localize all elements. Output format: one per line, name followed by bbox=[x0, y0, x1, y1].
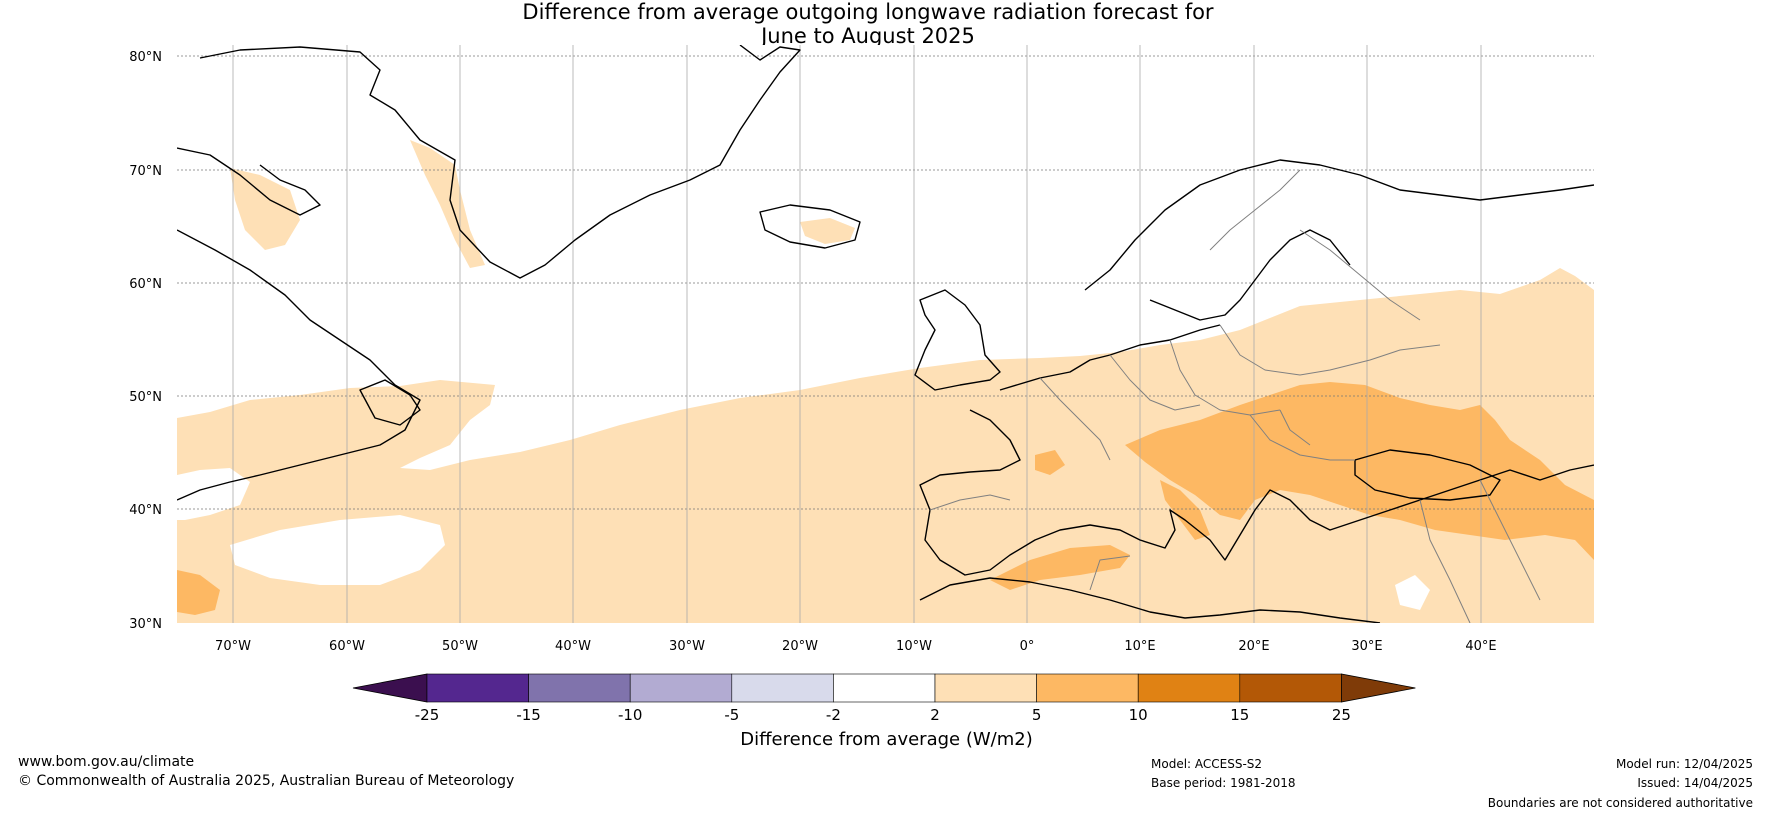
lon-label-10w: 10°W bbox=[896, 639, 932, 654]
lat-label-50n: 50°N bbox=[129, 390, 162, 405]
colorbar-extend-high bbox=[1341, 673, 1416, 703]
lon-label-40w: 40°W bbox=[555, 639, 591, 654]
lat-label-60n: 60°N bbox=[129, 277, 162, 292]
colorbar-tick-label: 25 bbox=[1332, 706, 1351, 724]
lon-label-10e: 10°E bbox=[1124, 639, 1155, 654]
colorbar-tick-label: -15 bbox=[516, 706, 541, 724]
lon-label-50w: 50°W bbox=[442, 639, 478, 654]
map-title: Difference from average outgoing longwav… bbox=[0, 0, 1770, 48]
coastline-black-sea bbox=[1354, 449, 1501, 501]
colorbar-box bbox=[1036, 673, 1139, 703]
lat-label-70n: 70°N bbox=[129, 164, 162, 179]
coastline-greenland bbox=[199, 45, 801, 279]
colorbar-tick-label: 10 bbox=[1129, 706, 1148, 724]
colorbar: -25 -15 -10 -5 -2 2 5 10 15 25 bbox=[352, 673, 1416, 724]
colorbar-box bbox=[1239, 673, 1342, 703]
colorbar-box bbox=[833, 673, 936, 703]
colorbar-box bbox=[934, 673, 1037, 703]
anomaly-region-italy bbox=[1160, 480, 1210, 540]
coastline-north-africa bbox=[919, 577, 1381, 623]
lon-labels: 70°W 60°W 50°W 40°W 30°W 20°W 10°W 0° 10… bbox=[215, 639, 1497, 654]
anomaly-region-southwest-corner bbox=[177, 570, 220, 615]
colorbar-tick-label: -25 bbox=[415, 706, 440, 724]
colorbar-tick-label: -2 bbox=[826, 706, 841, 724]
colorbar-title: Difference from average (W/m2) bbox=[740, 729, 1033, 750]
lon-gridlines bbox=[232, 45, 1482, 623]
colorbar-extend-low bbox=[352, 673, 428, 703]
coastline-labrador bbox=[177, 229, 421, 501]
colorbar-box bbox=[731, 673, 834, 703]
lon-label-20w: 20°W bbox=[782, 639, 818, 654]
lon-label-30e: 30°E bbox=[1351, 639, 1382, 654]
lat-label-30n: 30°N bbox=[129, 617, 162, 632]
lat-label-40n: 40°N bbox=[129, 503, 162, 518]
anomaly-region-central-europe bbox=[1125, 382, 1594, 560]
country-borders bbox=[929, 169, 1541, 623]
footer-website[interactable]: www.bom.gov.au/climate bbox=[18, 754, 195, 770]
footer-copyright: © Commonwealth of Australia 2025, Austra… bbox=[18, 773, 515, 789]
anomaly-region-iceland bbox=[800, 218, 855, 244]
coastline-iceland bbox=[759, 204, 861, 249]
neutral-region-west-atlantic bbox=[230, 515, 445, 585]
lon-label-70w: 70°W bbox=[215, 639, 251, 654]
coastline-baffin bbox=[177, 147, 321, 216]
map-title-line2: June to August 2025 bbox=[761, 24, 975, 48]
lat-labels: 80°N 70°N 60°N 50°N 40°N 30°N bbox=[129, 50, 162, 632]
coastline-scandinavia bbox=[1084, 159, 1594, 321]
coastline-british-isles bbox=[914, 289, 1001, 391]
colorbar-box bbox=[528, 673, 631, 703]
footer-base-period: Base period: 1981-2018 bbox=[1151, 776, 1296, 790]
map-title-line1: Difference from average outgoing longwav… bbox=[522, 0, 1214, 24]
footer-issued: Issued: 14/04/2025 bbox=[1637, 776, 1753, 790]
footer-disclaimer: Boundaries are not considered authoritat… bbox=[1487, 796, 1753, 810]
footer-model-run: Model run: 12/04/2025 bbox=[1615, 757, 1753, 771]
coastlines bbox=[177, 45, 1594, 623]
colorbar-box bbox=[1137, 673, 1241, 703]
colorbar-box bbox=[426, 673, 529, 703]
map-plot-area bbox=[177, 45, 1594, 623]
anomaly-region-canada bbox=[230, 168, 300, 250]
lon-label-60w: 60°W bbox=[329, 639, 365, 654]
colorbar-tick-label: 5 bbox=[1032, 706, 1042, 724]
colorbar-tick-label: -5 bbox=[724, 706, 739, 724]
lat-label-80n: 80°N bbox=[129, 50, 162, 65]
lon-label-20e: 20°E bbox=[1238, 639, 1269, 654]
colorbar-box bbox=[629, 673, 733, 703]
colorbar-tick-label: 15 bbox=[1230, 706, 1249, 724]
lon-label-40e: 40°E bbox=[1465, 639, 1496, 654]
footer-model: Model: ACCESS-S2 bbox=[1151, 757, 1263, 771]
lon-label-0: 0° bbox=[1020, 639, 1035, 654]
colorbar-tick-label: 2 bbox=[930, 706, 940, 724]
coastline-newfoundland bbox=[359, 379, 421, 426]
anomaly-region-bay-of-biscay bbox=[1035, 450, 1065, 475]
lon-label-30w: 30°W bbox=[669, 639, 705, 654]
neutral-region-near-east bbox=[1395, 575, 1430, 610]
colorbar-tick-label: -10 bbox=[618, 706, 643, 724]
anomaly-region-north-africa bbox=[990, 545, 1130, 590]
